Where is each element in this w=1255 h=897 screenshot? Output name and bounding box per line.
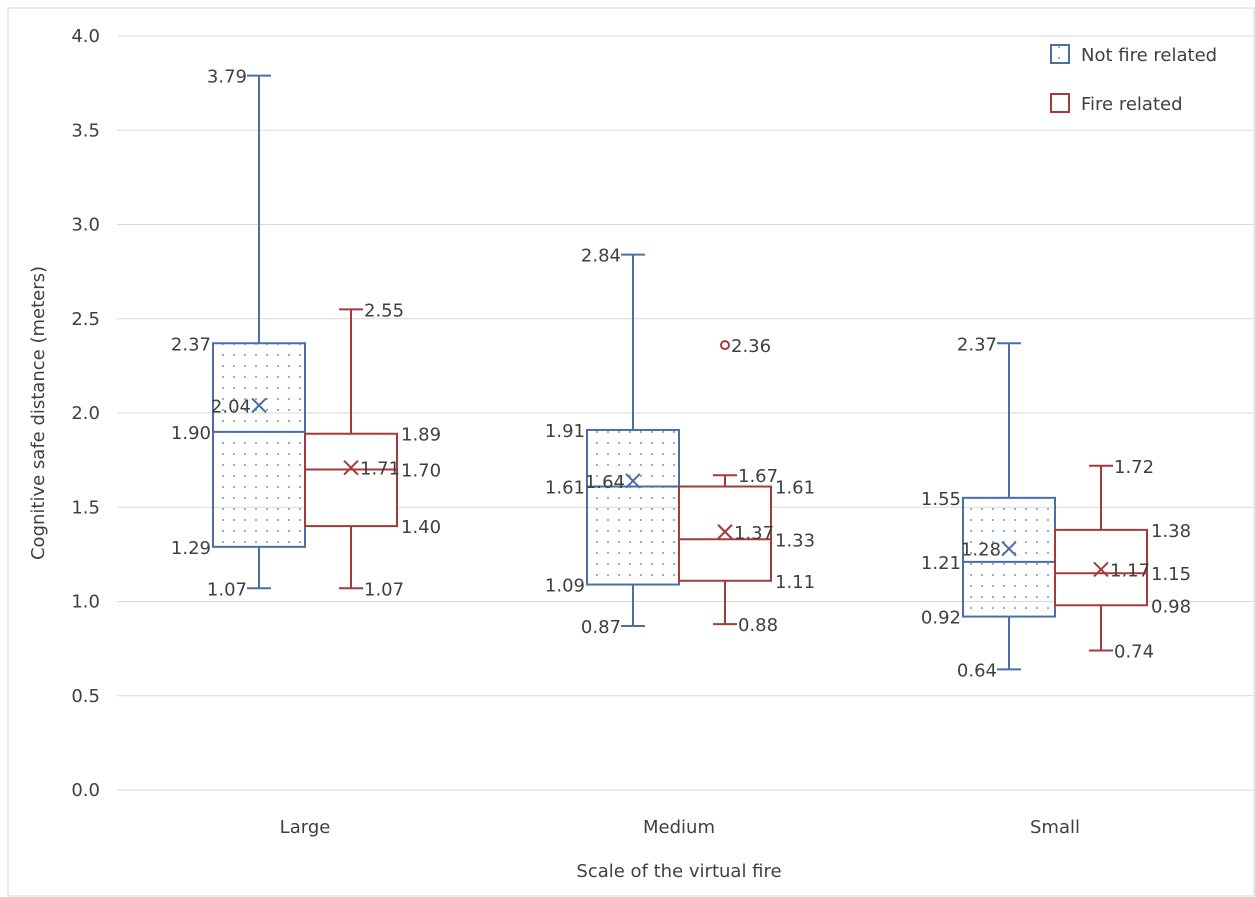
data-label-max: 2.37: [957, 334, 997, 355]
mean-marker: [625, 473, 641, 489]
data-label-q3: 2.37: [171, 334, 211, 355]
box-iqr: [1054, 528, 1148, 607]
data-label-q1: 0.92: [921, 608, 961, 629]
data-label-min: 0.88: [738, 615, 778, 636]
data-label-mean: 1.28: [961, 540, 1001, 561]
data-label-q3: 1.89: [401, 425, 441, 446]
legend-item-fire-related: Fire related: [1050, 93, 1183, 115]
box-iqr: [212, 342, 306, 548]
y-tick-label: 1.5: [71, 497, 100, 518]
data-label-q1: 1.29: [171, 538, 211, 559]
box-fire-large: [304, 308, 398, 590]
data-label-min: 0.64: [957, 660, 997, 681]
y-tick-label: 3.5: [71, 120, 100, 141]
box-not-fire-small: [962, 342, 1056, 671]
mean-marker: [717, 524, 733, 540]
mean-marker: [251, 397, 267, 414]
legend-item-not-fire-related: Not fire related: [1050, 44, 1217, 66]
y-tick-label: 2.0: [71, 403, 100, 424]
y-tick-label: 0.0: [71, 780, 100, 801]
box-fire-medium: [678, 340, 772, 626]
x-axis-title: Scale of the virtual fire: [576, 861, 781, 882]
data-label-q3: 1.38: [1151, 521, 1191, 542]
data-label-q3: 1.55: [921, 489, 961, 510]
data-label-median: 1.70: [401, 461, 441, 482]
data-label-mean: 1.64: [585, 472, 625, 493]
chart-border: [7, 7, 1255, 897]
data-label-q1: 0.98: [1151, 596, 1191, 617]
data-label-min: 1.07: [364, 579, 404, 600]
mean-marker: [1001, 541, 1017, 557]
x-axis-ticks: Large Medium Small: [280, 817, 1080, 838]
data-label-q1: 1.11: [775, 572, 815, 593]
box-not-fire-medium: [586, 253, 680, 628]
legend-swatch-fire-related: [1050, 93, 1070, 113]
x-tick-label-large: Large: [280, 817, 331, 838]
legend-swatch-not-fire-related: [1050, 44, 1070, 64]
mean-marker: [1093, 561, 1109, 578]
data-label-median: 1.33: [775, 530, 815, 551]
y-axis-ticks: 0.0 0.5 1.0 1.5 2.0 2.5 3.0 3.5 4.0: [71, 26, 100, 801]
data-label-outlier: 2.36: [731, 336, 771, 357]
data-label-q1: 1.09: [545, 576, 585, 597]
y-tick-label: 4.0: [71, 26, 100, 47]
data-label-mean: 2.04: [211, 396, 251, 417]
x-tick-label-medium: Medium: [643, 817, 715, 838]
data-label-min: 0.74: [1114, 642, 1154, 663]
box-not-fire-large: [212, 74, 306, 590]
data-label-median: 1.61: [545, 478, 585, 499]
mean-marker: [343, 459, 359, 476]
data-label-q1: 1.40: [401, 517, 441, 538]
data-label-min: 1.07: [207, 579, 247, 600]
legend-label-fire-related: Fire related: [1081, 94, 1183, 115]
y-tick-label: 2.5: [71, 309, 100, 330]
data-label-median: 1.21: [921, 553, 961, 574]
y-tick-label: 1.0: [71, 592, 100, 613]
data-label-max: 3.79: [207, 67, 247, 88]
y-tick-label: 0.5: [71, 686, 100, 707]
outlier-point: [720, 340, 730, 351]
x-tick-label-small: Small: [1030, 817, 1080, 838]
data-label-min: 0.87: [581, 617, 621, 638]
data-label-median: 1.90: [171, 423, 211, 444]
data-label-q3: 1.91: [545, 421, 585, 442]
data-label-mean: 1.17: [1110, 560, 1150, 581]
box-iqr: [304, 432, 398, 528]
box-iqr: [586, 428, 680, 586]
y-axis-title: Cognitive safe distance (meters): [28, 266, 49, 560]
data-label-mean: 1.37: [734, 523, 774, 544]
y-tick-label: 3.0: [71, 215, 100, 236]
legend: Not fire related Fire related: [1050, 44, 1217, 115]
data-label-median: 1.15: [1151, 564, 1191, 585]
data-label-mean: 1.71: [360, 459, 400, 480]
boxes: [212, 74, 1148, 671]
legend-label-not-fire-related: Not fire related: [1081, 45, 1217, 66]
data-label-max: 2.55: [364, 300, 404, 321]
data-label-max: 2.84: [581, 246, 621, 267]
box-iqr: [962, 496, 1056, 618]
data-label-max: 1.67: [738, 466, 778, 487]
box-fire-small: [1054, 464, 1148, 652]
box-iqr: [678, 485, 772, 582]
data-label-q3: 1.61: [775, 478, 815, 499]
data-label-max: 1.72: [1114, 457, 1154, 478]
data-labels: 3.792.371.902.041.291.072.841.911.61 1.64…: [171, 67, 1191, 682]
